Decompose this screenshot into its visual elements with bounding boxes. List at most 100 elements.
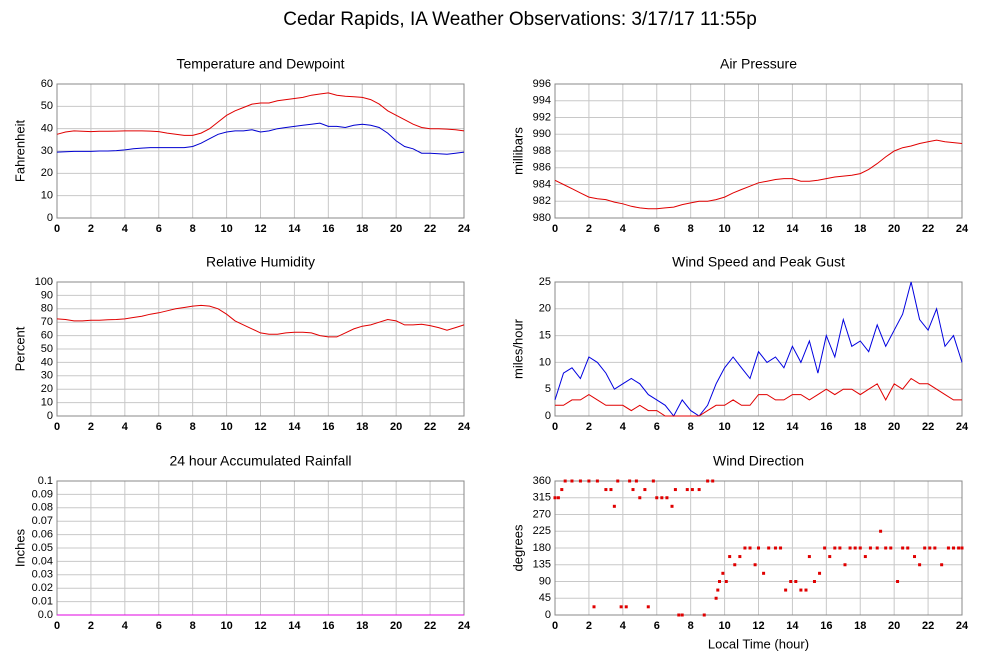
x-tick-label: 14	[786, 223, 799, 235]
data-point	[570, 479, 574, 483]
x-tick-label: 24	[458, 223, 471, 235]
y-tick-label: 60	[41, 78, 53, 90]
plot-frame	[56, 281, 465, 417]
data-line	[56, 122, 465, 155]
x-tick-label: 0	[54, 223, 60, 235]
data-point	[619, 605, 623, 609]
x-tick-label: 24	[956, 223, 969, 235]
x-tick-label: 8	[688, 223, 694, 235]
y-tick-label: 20	[41, 383, 53, 395]
y-tick-label: 40	[41, 356, 53, 368]
data-point	[612, 504, 616, 508]
data-point	[812, 580, 816, 583]
x-tick-label: 24	[458, 421, 471, 433]
data-point	[560, 488, 564, 492]
data-point	[743, 546, 747, 550]
data-point	[690, 488, 694, 492]
data-point	[651, 479, 655, 483]
y-tick-label: 20	[41, 167, 53, 179]
page-title: Cedar Rapids, IA Weather Observations: 3…	[283, 9, 757, 30]
x-tick-label: 10	[220, 620, 232, 632]
y-tick-label: 10	[539, 356, 551, 368]
data-point	[634, 479, 638, 483]
data-point	[906, 546, 910, 550]
x-tick-label: 8	[190, 223, 196, 235]
data-point	[794, 580, 798, 583]
y-tick-label: 0.06	[32, 529, 53, 541]
y-tick-label: 70	[41, 316, 53, 328]
data-point	[595, 479, 599, 483]
y-tick-label: 0.08	[32, 502, 53, 514]
data-point	[748, 546, 752, 550]
x-tick-label: 18	[854, 421, 866, 433]
x-tick-label: 4	[620, 223, 627, 235]
data-point	[946, 546, 950, 550]
data-point	[655, 496, 659, 500]
data-point	[952, 546, 956, 550]
data-point	[879, 529, 883, 533]
y-tick-label: 0	[47, 212, 53, 224]
y-tick-label: 80	[41, 303, 53, 315]
x-tick-label: 12	[752, 223, 764, 235]
x-tick-label: 2	[88, 223, 94, 235]
x-tick-label: 16	[820, 421, 832, 433]
x-tick-label: 14	[786, 620, 799, 632]
x-tick-label: 2	[586, 421, 592, 433]
data-point	[628, 479, 632, 483]
data-point	[624, 605, 628, 609]
data-point	[923, 546, 927, 550]
data-point	[711, 479, 715, 483]
x-tick-label: 12	[752, 421, 764, 433]
x-tick-label: 0	[54, 421, 60, 433]
y-tick-label: 10	[41, 397, 53, 409]
plot-frame	[554, 83, 963, 219]
x-tick-label: 2	[88, 620, 94, 632]
plot-frame	[56, 83, 465, 219]
data-point	[833, 546, 837, 550]
y-tick-label: 0	[545, 609, 551, 621]
x-tick-label: 10	[718, 620, 730, 632]
data-point	[665, 496, 669, 500]
y-tick-label: 45	[539, 592, 551, 604]
x-tick-label: 20	[888, 620, 900, 632]
data-point	[631, 488, 635, 492]
data-point	[896, 580, 900, 583]
x-tick-label: 4	[620, 620, 627, 632]
data-point	[848, 546, 852, 550]
data-point	[828, 555, 832, 559]
x-tick-label: 18	[356, 223, 368, 235]
x-tick-label: 10	[220, 223, 232, 235]
data-point	[818, 571, 822, 575]
data-point	[638, 496, 642, 500]
data-line	[56, 304, 465, 338]
x-tick-label: 16	[820, 223, 832, 235]
y-tick-label: 225	[533, 525, 551, 537]
data-point	[673, 488, 677, 492]
data-point	[724, 580, 728, 583]
data-point	[884, 546, 888, 550]
data-point	[609, 488, 613, 492]
x-tick-label: 6	[156, 421, 162, 433]
y-tick-label: 60	[41, 330, 53, 342]
data-point	[563, 479, 567, 483]
data-line	[555, 377, 962, 417]
y-tick-label: 0.1	[38, 475, 53, 487]
data-point	[604, 488, 608, 492]
data-point	[773, 546, 777, 550]
x-tick-label: 2	[586, 620, 592, 632]
data-point	[556, 496, 560, 500]
y-axis-label: degrees	[510, 524, 525, 571]
x-tick-label: 8	[190, 421, 196, 433]
y-tick-label: 5	[545, 383, 551, 395]
chart-title: Air Pressure	[720, 56, 797, 72]
x-tick-label: 24	[458, 620, 471, 632]
data-point	[933, 546, 937, 550]
data-point	[643, 488, 647, 492]
y-tick-label: 996	[533, 78, 551, 90]
x-tick-label: 24	[956, 620, 969, 632]
y-tick-label: 10	[41, 190, 53, 202]
x-tick-label: 20	[888, 223, 900, 235]
data-point	[762, 571, 766, 575]
data-point	[616, 479, 620, 483]
y-tick-label: 0.01	[32, 596, 53, 608]
